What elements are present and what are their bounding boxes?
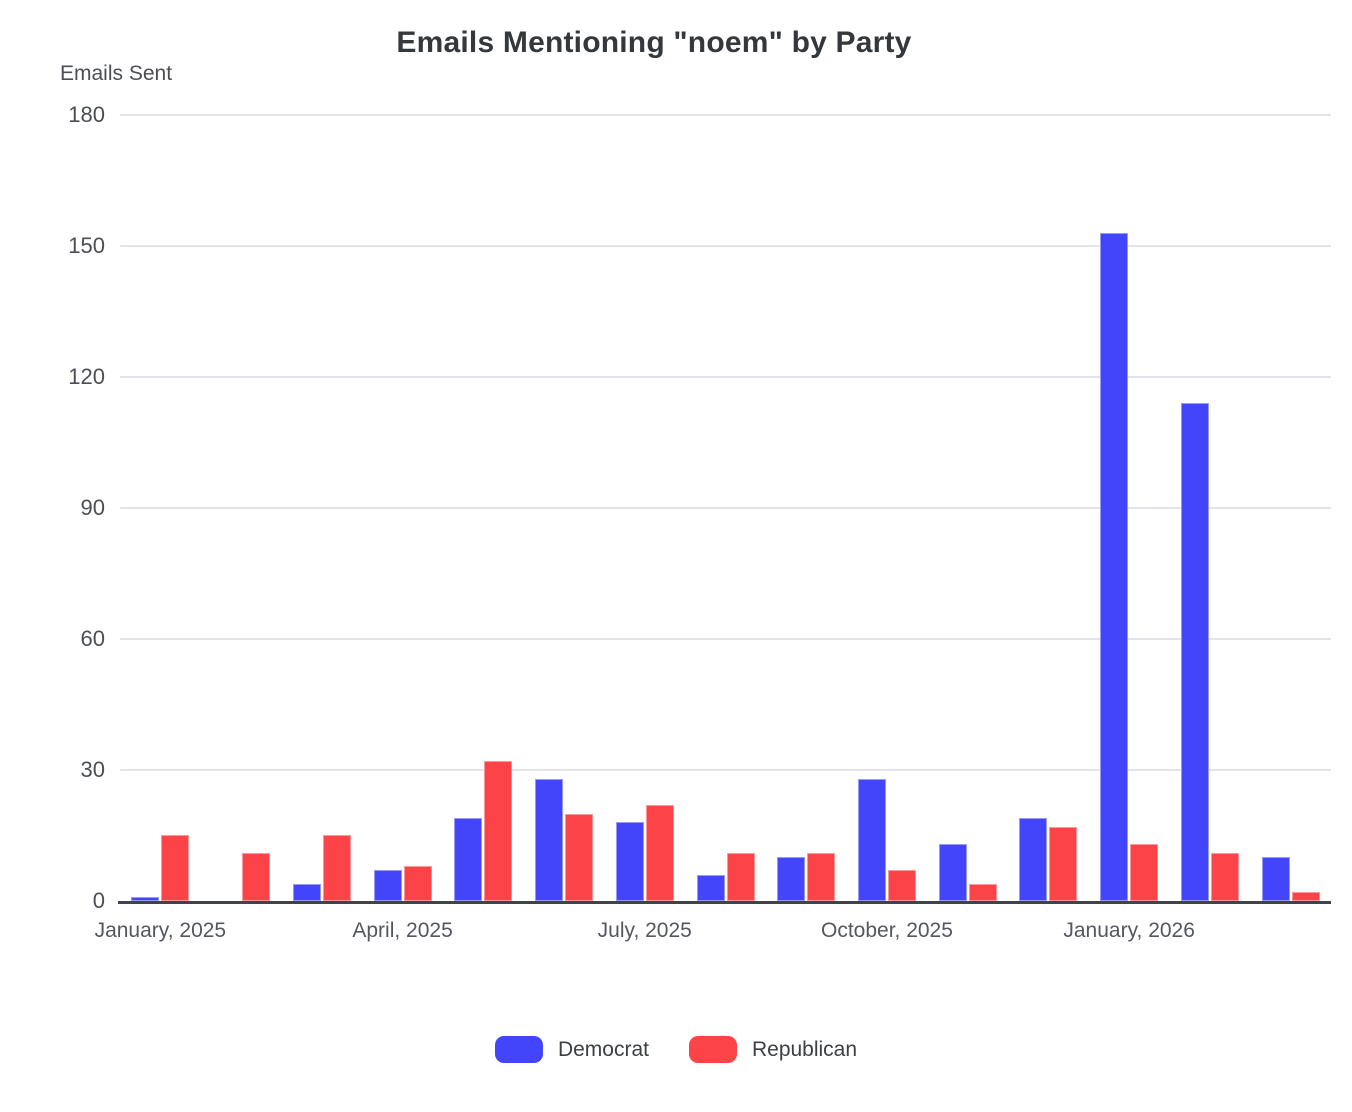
y-axis-title: Emails Sent [60,62,173,85]
legend-label-democrat: Democrat [557,1037,649,1061]
y-tick-label-90: 90 [80,495,105,520]
chart-title: Emails Mentioning "noem" by Party [396,26,912,59]
bar-republican-february-2026[interactable] [1211,853,1239,901]
bar-republican-march-2025[interactable] [323,835,351,901]
bar-republican-december-2025[interactable] [1049,827,1077,901]
bar-republican-february-2025[interactable] [242,853,270,901]
bar-republican-april-2025[interactable] [404,866,432,901]
bar-democrat-july-2025[interactable] [616,822,644,901]
bar-democrat-february-2026[interactable] [1181,403,1209,901]
bar-democrat-april-2025[interactable] [374,870,402,901]
bar-democrat-january-2026[interactable] [1100,233,1128,901]
bar-democrat-june-2025[interactable] [535,779,563,901]
bar-republican-september-2025[interactable] [807,853,835,901]
legend-item-democrat[interactable]: Democrat [494,1036,649,1063]
gridline-y-60 [120,638,1331,640]
legend-label-republican: Republican [751,1037,858,1061]
gridline-y-150 [120,245,1331,247]
bar-democrat-november-2025[interactable] [939,844,967,901]
bar-republican-november-2025[interactable] [969,884,997,901]
bar-democrat-march-2025[interactable] [293,884,321,901]
bar-republican-july-2025[interactable] [646,805,674,901]
y-tick-label-180: 180 [68,102,105,127]
bar-republican-january-2025[interactable] [161,835,189,901]
legend-item-republican[interactable]: Republican [688,1036,858,1063]
bar-democrat-march-2026[interactable] [1262,857,1290,901]
bar-republican-june-2025[interactable] [565,814,593,901]
bar-democrat-january-2025[interactable] [131,897,159,901]
gridline-y-30 [120,769,1331,771]
y-tick-label-150: 150 [68,233,105,258]
gridline-y-90 [120,507,1331,509]
y-tick-label-120: 120 [68,364,105,389]
bar-republican-august-2025[interactable] [727,853,755,901]
legend: Democrat Republican [0,1036,1352,1063]
y-tick-label-60: 60 [80,626,105,651]
gridline-y-180 [120,114,1331,116]
bar-democrat-may-2025[interactable] [454,818,482,901]
y-tick-label-30: 30 [80,757,105,782]
bar-democrat-october-2025[interactable] [858,779,886,901]
x-axis-line [118,901,1331,904]
x-tick-label-april-2025: April, 2025 [352,919,453,942]
bar-democrat-september-2025[interactable] [777,857,805,901]
legend-swatch-democrat [494,1036,543,1063]
bar-republican-october-2025[interactable] [888,870,916,901]
y-tick-label-0: 0 [92,888,105,913]
x-tick-label-october-2025: October, 2025 [820,919,953,942]
bar-republican-may-2025[interactable] [484,761,512,901]
bar-democrat-december-2025[interactable] [1019,818,1047,901]
bar-republican-march-2026[interactable] [1292,892,1320,901]
x-tick-label-january-2025: January, 2025 [94,919,227,942]
x-tick-label-january-2026: January, 2026 [1063,919,1195,942]
bar-democrat-august-2025[interactable] [697,875,725,901]
bar-republican-january-2026[interactable] [1130,844,1158,901]
gridline-y-120 [120,376,1331,378]
x-tick-label-july-2025: July, 2025 [597,919,692,942]
legend-swatch-republican [688,1036,737,1063]
